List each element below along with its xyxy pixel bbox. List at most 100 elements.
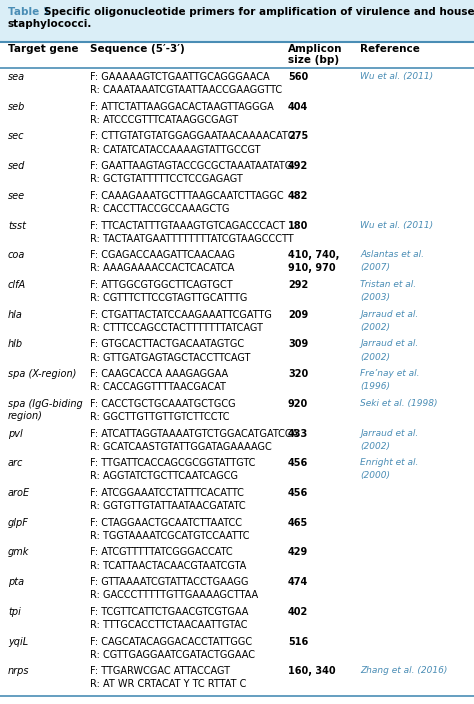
Text: spa (X-region): spa (X-region) xyxy=(8,369,76,379)
Text: R: TACTAATGAATTTTTTTTATCGTAAGCCCTT: R: TACTAATGAATTTTTTTTATCGTAAGCCCTT xyxy=(90,234,293,244)
Text: Amplicon: Amplicon xyxy=(288,44,343,54)
Text: 404: 404 xyxy=(288,101,308,112)
Text: sec: sec xyxy=(8,132,25,142)
Text: F: CTAGGAACTGCAATCTTAATCC: F: CTAGGAACTGCAATCTTAATCC xyxy=(90,517,242,528)
Text: 560: 560 xyxy=(288,72,308,82)
Text: F: CTTGTATGTATGGAGGAATAACAAAACATG: F: CTTGTATGTATGGAGGAATAACAAAACATG xyxy=(90,132,295,142)
Text: 433: 433 xyxy=(288,429,308,439)
Text: F: CTGATTACTATCCAAGAAATTCGATTG: F: CTGATTACTATCCAAGAAATTCGATTG xyxy=(90,310,272,320)
Text: tpi: tpi xyxy=(8,607,21,617)
Text: Aslantas et al.: Aslantas et al. xyxy=(360,251,424,259)
Text: F: ATCATTAGGTAAAATGTCTGGACATGATCCA: F: ATCATTAGGTAAAATGTCTGGACATGATCCA xyxy=(90,429,298,439)
Text: Seki et al. (1998): Seki et al. (1998) xyxy=(360,399,438,408)
Text: R: CAAATAAATCGTAATTAACCGAAGGTTC: R: CAAATAAATCGTAATTAACCGAAGGTTC xyxy=(90,85,282,95)
Text: R: TTTGCACCTTCTAACAATTGTAC: R: TTTGCACCTTCTAACAATTGTAC xyxy=(90,620,247,630)
Text: F: GAATTAAGTAGTACCGCGCTAAATAATATG: F: GAATTAAGTAGTACCGCGCTAAATAATATG xyxy=(90,161,292,171)
Text: R: GGTGTTGTATTAATAACGATATC: R: GGTGTTGTATTAATAACGATATC xyxy=(90,501,246,511)
Text: 180: 180 xyxy=(288,220,309,231)
Text: R: CGTTGAGGAATCGATACTGGAAC: R: CGTTGAGGAATCGATACTGGAAC xyxy=(90,650,255,660)
Text: Jarraud et al.: Jarraud et al. xyxy=(360,310,418,319)
Text: Enright et al.: Enright et al. xyxy=(360,458,419,467)
Text: 292: 292 xyxy=(288,280,308,290)
Text: 910, 970: 910, 970 xyxy=(288,263,336,273)
Text: F: TTGARWCGAC ATTACCAGT: F: TTGARWCGAC ATTACCAGT xyxy=(90,666,230,677)
Text: R: TGGTAAAATCGCATGTCCAATTC: R: TGGTAAAATCGCATGTCCAATTC xyxy=(90,531,249,541)
Text: (2007): (2007) xyxy=(360,263,390,272)
Text: seb: seb xyxy=(8,101,26,112)
Text: Zhang et al. (2016): Zhang et al. (2016) xyxy=(360,666,447,675)
Text: 920: 920 xyxy=(288,399,308,409)
Text: arc: arc xyxy=(8,458,23,468)
Text: (2002): (2002) xyxy=(360,441,390,451)
Text: (2000): (2000) xyxy=(360,472,390,480)
Text: gmk: gmk xyxy=(8,548,29,558)
Text: F: ATTCTATTAAGGACACTAAGTTAGGGA: F: ATTCTATTAAGGACACTAAGTTAGGGA xyxy=(90,101,274,112)
Text: pta: pta xyxy=(8,577,24,587)
Text: R: GTTGATGAGTAGCTACCTTCAGT: R: GTTGATGAGTAGCTACCTTCAGT xyxy=(90,353,250,363)
Text: R: GGCTTGTTGTTGTCTTCCTC: R: GGCTTGTTGTTGTCTTCCTC xyxy=(90,412,229,422)
Text: hlb: hlb xyxy=(8,339,23,349)
Text: aroE: aroE xyxy=(8,488,30,498)
Text: Specific oligonucleotide primers for amplification of virulence and housekeeping: Specific oligonucleotide primers for amp… xyxy=(44,7,474,17)
Text: sea: sea xyxy=(8,72,25,82)
Text: F: TTCACTATTTGTAAAGTGTCAGACCCACT: F: TTCACTATTTGTAAAGTGTCAGACCCACT xyxy=(90,220,285,231)
Bar xyxy=(0,0,474,42)
Text: coa: coa xyxy=(8,251,26,260)
Text: 402: 402 xyxy=(288,607,308,617)
Text: spa (IgG-biding
region): spa (IgG-biding region) xyxy=(8,399,83,421)
Text: R: GCTGTATTTTTCCTCCGAGAGT: R: GCTGTATTTTTCCTCCGAGAGT xyxy=(90,175,243,184)
Text: R: CACCTTACCGCCAAAGCTG: R: CACCTTACCGCCAAAGCTG xyxy=(90,204,229,214)
Text: 160, 340: 160, 340 xyxy=(288,666,336,677)
Text: 275: 275 xyxy=(288,132,308,142)
Text: 465: 465 xyxy=(288,517,308,528)
Text: hla: hla xyxy=(8,310,23,320)
Text: 492: 492 xyxy=(288,161,308,171)
Text: glpF: glpF xyxy=(8,517,29,528)
Text: 456: 456 xyxy=(288,488,308,498)
Text: yqiL: yqiL xyxy=(8,636,28,646)
Text: Target gene: Target gene xyxy=(8,44,79,54)
Text: F: CGAGACCAAGATTCAACAAG: F: CGAGACCAAGATTCAACAAG xyxy=(90,251,235,260)
Text: Reference: Reference xyxy=(360,44,420,54)
Text: sed: sed xyxy=(8,161,26,171)
Text: F: CAGCATACAGGACACCTATTGGC: F: CAGCATACAGGACACCTATTGGC xyxy=(90,636,252,646)
Text: 320: 320 xyxy=(288,369,308,379)
Text: (2002): (2002) xyxy=(360,353,390,362)
Text: F: GTGCACTTACTGACAATAGTGC: F: GTGCACTTACTGACAATAGTGC xyxy=(90,339,244,349)
Text: 410, 740,: 410, 740, xyxy=(288,251,339,260)
Text: R: CATATCATACCAAAAGTATTGCCGT: R: CATATCATACCAAAAGTATTGCCGT xyxy=(90,144,261,155)
Text: Sequence (5′-3′): Sequence (5′-3′) xyxy=(90,44,185,54)
Text: Jarraud et al.: Jarraud et al. xyxy=(360,429,418,438)
Text: (2002): (2002) xyxy=(360,323,390,332)
Text: R: CGTTTCTTCCGTAGTTGCATTTG: R: CGTTTCTTCCGTAGTTGCATTTG xyxy=(90,293,247,303)
Text: clfA: clfA xyxy=(8,280,26,290)
Text: (1996): (1996) xyxy=(360,382,390,391)
Text: R: CACCAGGTTTTAACGACAT: R: CACCAGGTTTTAACGACAT xyxy=(90,382,226,392)
Text: 456: 456 xyxy=(288,458,308,468)
Text: Fre’nay et al.: Fre’nay et al. xyxy=(360,369,419,378)
Text: R: TCATTAACTACAACGTAATCGTA: R: TCATTAACTACAACGTAATCGTA xyxy=(90,560,246,570)
Text: F: GTTAAAATCGTATTACCTGAAGG: F: GTTAAAATCGTATTACCTGAAGG xyxy=(90,577,248,587)
Text: R: AT WR CRTACAT Y TC RTTAT C: R: AT WR CRTACAT Y TC RTTAT C xyxy=(90,679,246,689)
Text: 516: 516 xyxy=(288,636,308,646)
Text: size (bp): size (bp) xyxy=(288,55,339,65)
Text: 429: 429 xyxy=(288,548,308,558)
Text: 309: 309 xyxy=(288,339,308,349)
Text: Wu et al. (2011): Wu et al. (2011) xyxy=(360,220,433,230)
Text: 209: 209 xyxy=(288,310,308,320)
Text: F: CAAGCACCA AAAGAGGAA: F: CAAGCACCA AAAGAGGAA xyxy=(90,369,228,379)
Text: R: AAAGAAAACCACTCACATCA: R: AAAGAAAACCACTCACATCA xyxy=(90,263,234,273)
Text: F: TCGTTCATTCTGAACGTCGTGAA: F: TCGTTCATTCTGAACGTCGTGAA xyxy=(90,607,248,617)
Text: R: CTTTCCAGCCTACTTTTTTTATCAGT: R: CTTTCCAGCCTACTTTTTTTATCAGT xyxy=(90,323,263,333)
Text: R: AGGTATCTGCTTCAATCAGCG: R: AGGTATCTGCTTCAATCAGCG xyxy=(90,472,238,482)
Text: Table 1: Table 1 xyxy=(8,7,50,17)
Text: F: ATTGGCGTGGCTTCAGTGCT: F: ATTGGCGTGGCTTCAGTGCT xyxy=(90,280,233,290)
Text: F: GAAAAAGTCTGAATTGCAGGGAACA: F: GAAAAAGTCTGAATTGCAGGGAACA xyxy=(90,72,270,82)
Text: tsst: tsst xyxy=(8,220,26,231)
Text: R: ATCCCGTTTCATAAGGCGAGT: R: ATCCCGTTTCATAAGGCGAGT xyxy=(90,115,238,125)
Text: R: GACCCTTTTTGTTGAAAAGCTTAA: R: GACCCTTTTTGTTGAAAAGCTTAA xyxy=(90,590,258,601)
Text: pvl: pvl xyxy=(8,429,23,439)
Text: 474: 474 xyxy=(288,577,308,587)
Text: nrps: nrps xyxy=(8,666,29,677)
Text: R: GCATCAASTGTATTGGATAGAAAAGC: R: GCATCAASTGTATTGGATAGAAAAGC xyxy=(90,441,272,452)
